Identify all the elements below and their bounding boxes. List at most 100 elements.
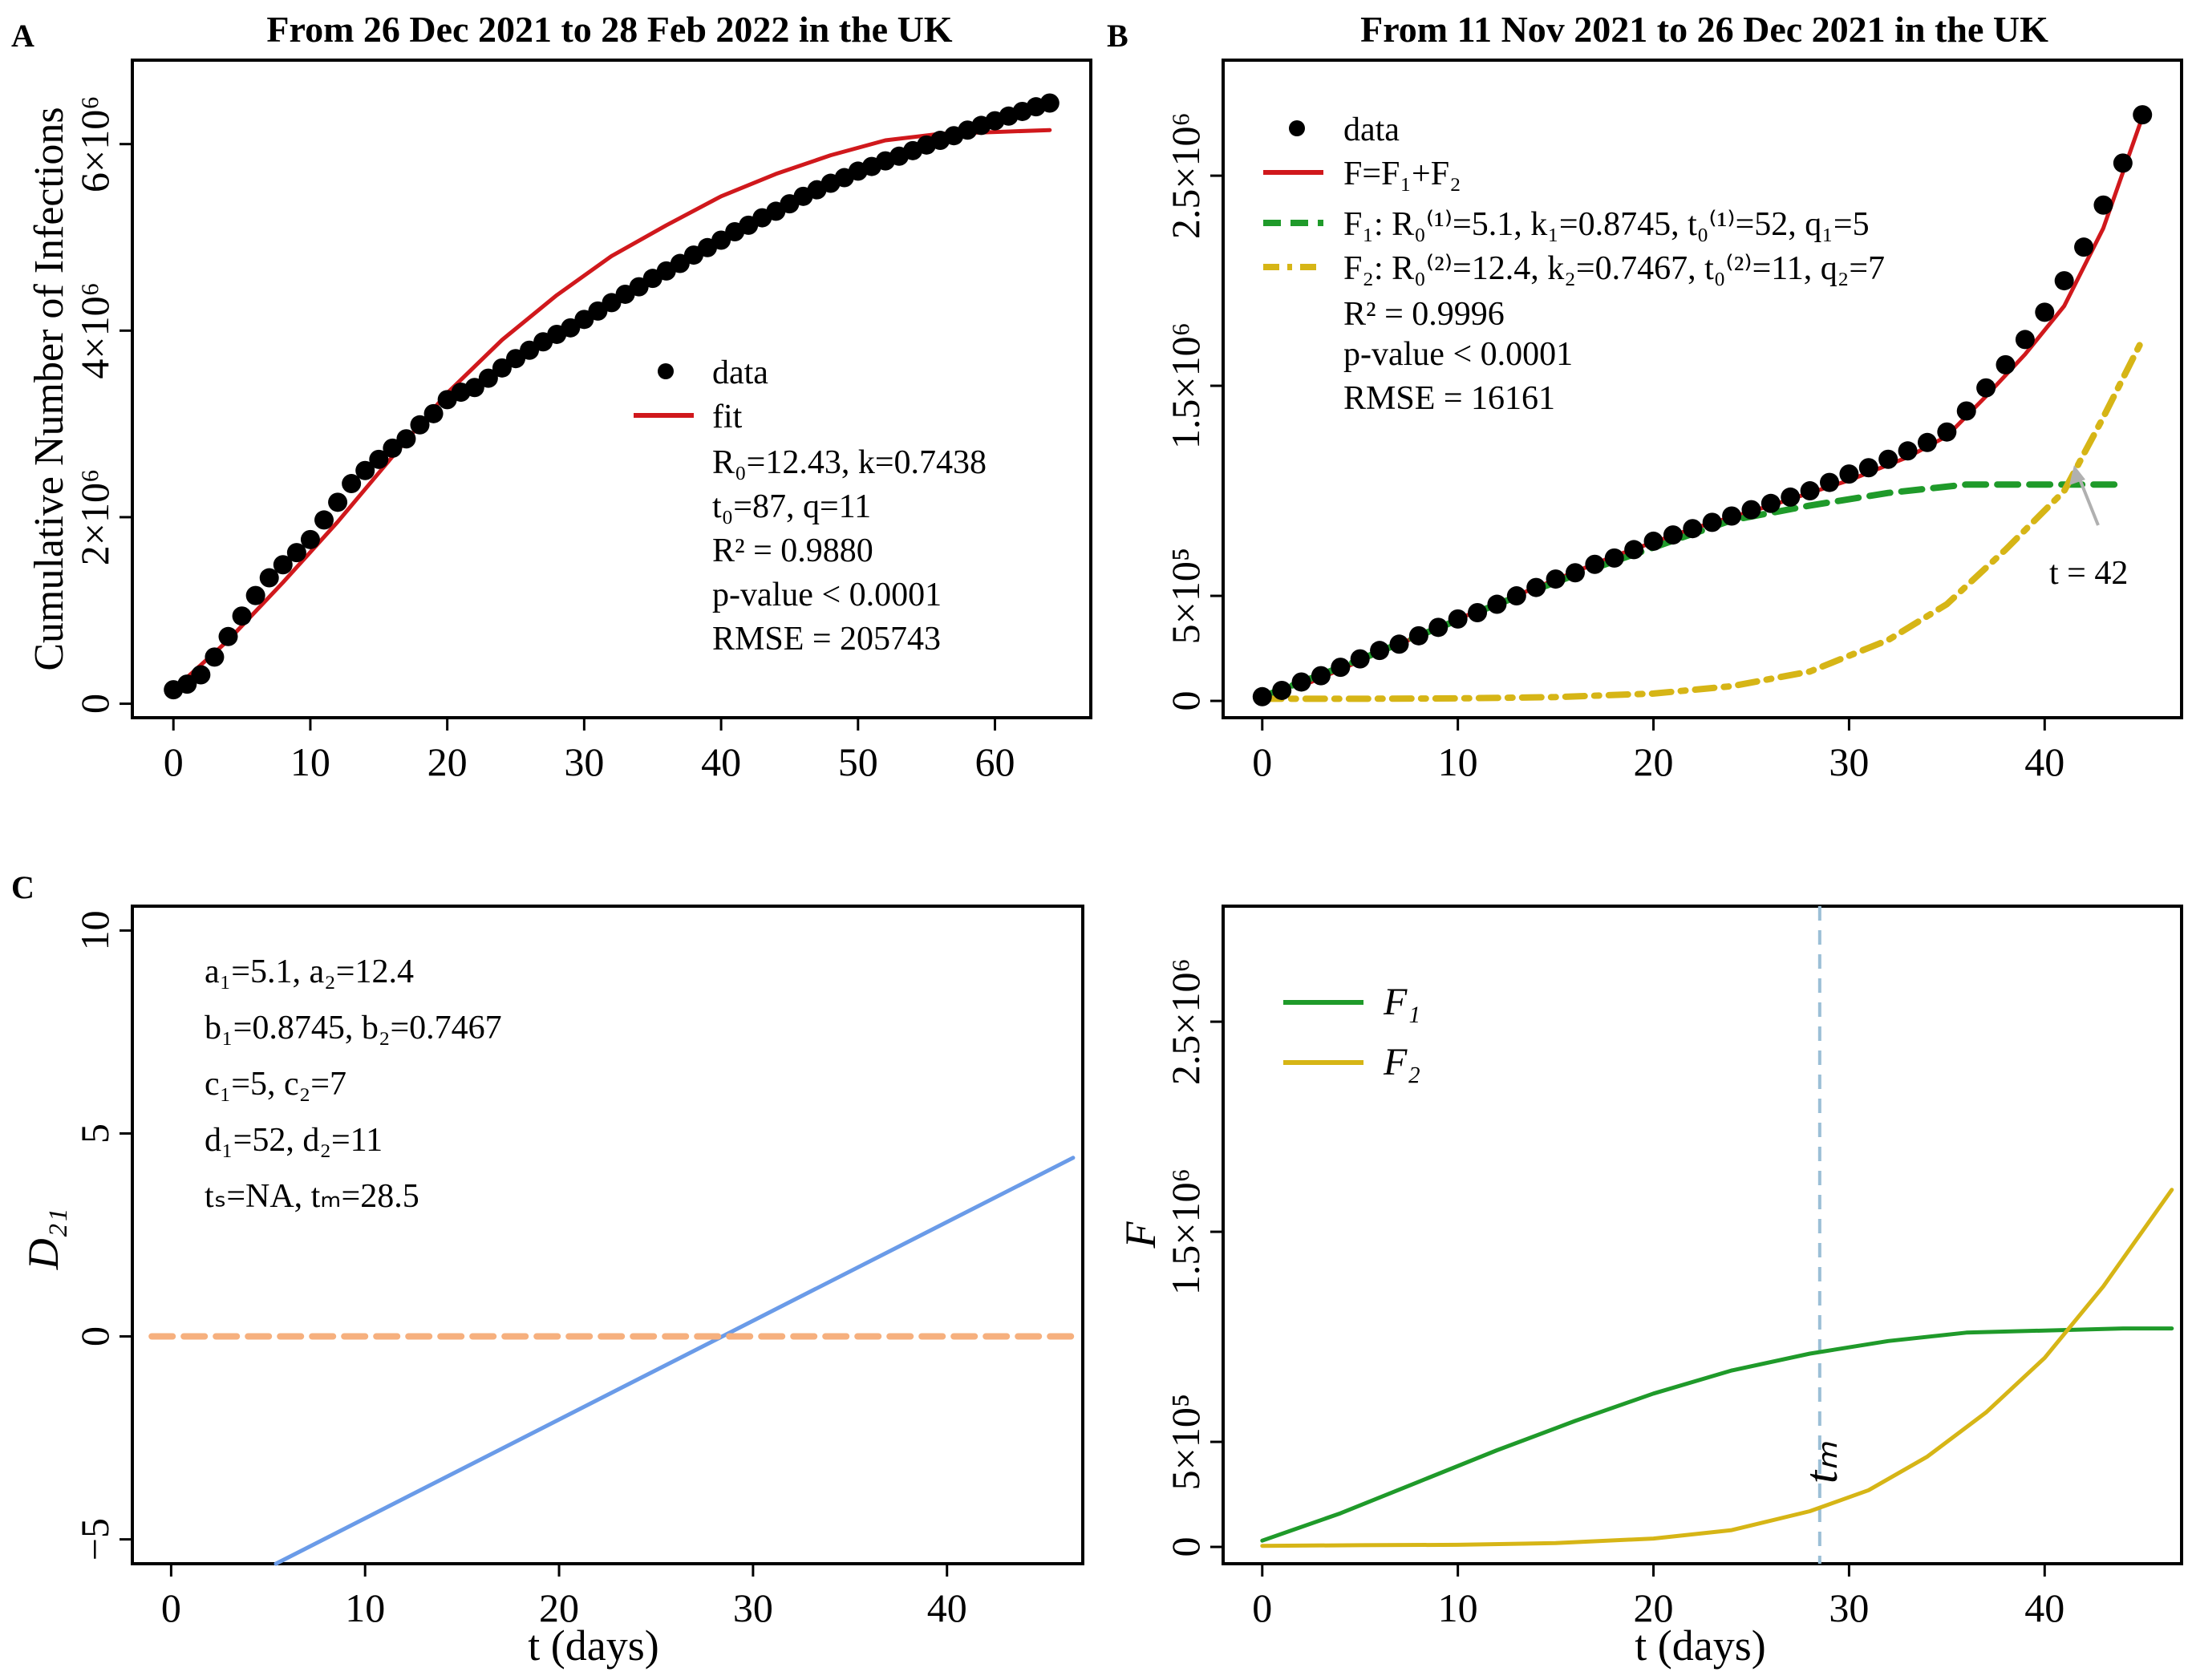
panel-a-point-1: [177, 674, 197, 694]
panel-b-point-8: [1408, 625, 1428, 646]
panel-a-point-9: [286, 543, 306, 563]
panel-c-ann-c: c₁=5, c₂=7: [205, 1066, 346, 1103]
panel-b-legend-F: F=F₁+F₂: [1343, 156, 1461, 192]
panel-d-x-axis: 0 10 20 30 40: [1252, 1564, 2064, 1630]
panel-a-ytick-label-3: 6×10⁶: [72, 95, 117, 192]
panel-a-point-16: [383, 438, 403, 458]
panel-b-point-9: [1428, 617, 1449, 638]
panel-c-xlabel: t (days): [528, 1621, 658, 1670]
panel-b-point-17: [1585, 554, 1605, 574]
panel-d-legend-F1: F₁: [1383, 981, 1420, 1023]
panel-b-xtick-label-0: 0: [1252, 739, 1272, 784]
panel-d-xtick-label-1: 10: [1438, 1585, 1478, 1630]
panel-d-ytick-label-2: 1.5×10⁶: [1163, 1168, 1208, 1295]
panel-a-point-13: [342, 474, 362, 494]
panel-b-ann-p: p-value < 0.0001: [1343, 336, 1573, 373]
panel-a-point-14: [355, 460, 375, 480]
panel-b-point-14: [1526, 577, 1546, 597]
panel-a-xtick-label-4: 40: [701, 739, 741, 784]
panel-a-ytick-label-0: 0: [72, 694, 117, 714]
panel-b-xtick-label-3: 30: [1829, 739, 1869, 784]
panel-b-ytick-label-1: 5×10⁵: [1163, 548, 1208, 645]
panel-b: 0 10 20 30 40 0 5×10⁵ 1.5×10⁶ 2.5×10⁶ data F=F₁…: [1163, 59, 2183, 784]
panel-a-xtick-label-2: 20: [427, 739, 468, 784]
panel-b-legend-F1: F₁: R₀⁽¹⁾=5.1, k₁=0.8745, t₀⁽¹⁾=52, q₁=5: [1343, 206, 1870, 243]
panel-d-ylabel: F: [1116, 1221, 1165, 1249]
panel-b-point-44: [2113, 153, 2133, 173]
panel-b-ytick-label-0: 0: [1163, 691, 1208, 711]
panel-d: 0 10 20 30 40 0 5×10⁵ 1.5×10⁶ 2.5×10⁶ F t (days…: [1116, 905, 2183, 1670]
panel-c-frame: [131, 905, 1084, 1565]
panel-a-point-8: [273, 555, 293, 575]
panel-b-point-3: [1311, 666, 1331, 686]
panel-b-point-21: [1663, 525, 1683, 545]
panel-b-point-25: [1741, 500, 1761, 520]
panel-c-ann-a: a₁=5.1, a₂=12.4: [205, 953, 414, 990]
panel-a-frame: [131, 59, 1092, 719]
panel-b-point-2: [1291, 672, 1311, 692]
panel-a-ylabel: Cumulative Number of Infections: [26, 107, 72, 670]
panel-b-legend-data-marker: [1289, 120, 1305, 136]
panel-b-ytick-label-2: 1.5×10⁶: [1163, 322, 1208, 449]
panel-a-ytick-label-1: 2×10⁶: [72, 469, 117, 566]
panel-a-point-23: [478, 368, 498, 388]
panel-d-legend-F2: F₂: [1383, 1041, 1420, 1083]
panel-b-frame: [1222, 59, 2183, 719]
panel-a-ann-rmse: RMSE = 205743: [712, 621, 941, 658]
panel-a-xtick-label-1: 10: [290, 739, 330, 784]
panel-a-xtick-label-3: 30: [564, 739, 604, 784]
panel-d-xtick-label-0: 0: [1252, 1585, 1272, 1630]
panel-b-point-29: [1820, 472, 1840, 492]
panel-b-point-30: [1839, 464, 1859, 484]
panel-b-legend-data: data: [1343, 111, 1400, 148]
panel-b-series-f-: [1258, 336, 2146, 702]
panel-b-x-axis: 0 10 20 30 40: [1252, 718, 2064, 784]
panel-b-point-36: [1956, 401, 1976, 421]
panel-b-ann-t42: t = 42: [2049, 555, 2128, 592]
panel-b-point-38: [1996, 354, 2016, 374]
panel-b-point-35: [1937, 422, 1957, 442]
panel-c-ytick-label-1: 0: [72, 1326, 117, 1346]
panel-a-xtick-label-0: 0: [164, 739, 184, 784]
panel-label-b: B: [1107, 18, 1128, 54]
panel-a-point-5: [232, 606, 252, 626]
panel-b-y-axis: 0 5×10⁵ 1.5×10⁶ 2.5×10⁶: [1163, 112, 1223, 711]
panel-b-point-33: [1898, 441, 1918, 461]
panel-d-ytick-label-3: 2.5×10⁶: [1163, 958, 1208, 1085]
panel-d-xtick-label-4: 40: [2024, 1585, 2064, 1630]
panel-c-series-d21: [274, 1156, 1076, 1566]
panel-c-y-axis: −5 0 5 10: [72, 910, 132, 1561]
panel-c-xtick-label-3: 30: [733, 1585, 773, 1630]
panel-d-frame: [1222, 905, 2183, 1565]
panel-b-point-0: [1252, 686, 1272, 706]
panel-a-point-22: [464, 378, 484, 398]
panel-b-xtick-label-2: 20: [1634, 739, 1674, 784]
panel-b-point-15: [1546, 569, 1566, 589]
panel-b-ann-r2: R² = 0.9996: [1343, 296, 1505, 333]
panel-a-ann-r0: R₀=12.43, k=0.7438: [712, 444, 987, 481]
panel-a-point-4: [218, 626, 238, 646]
panel-d-series-f-: [1260, 1188, 2174, 1548]
panel-a-point-18: [410, 415, 430, 435]
panel-b-point-13: [1506, 586, 1526, 606]
panel-b-point-27: [1781, 487, 1801, 507]
panel-a-ann-t0: t₀=87, q=11: [712, 488, 871, 525]
panel-d-y-axis: 0 5×10⁵ 1.5×10⁶ 2.5×10⁶: [1163, 958, 1223, 1557]
panel-b-legend-F2: F₂: R₀⁽²⁾=12.4, k₂=0.7467, t₀⁽²⁾=11, q₂=…: [1343, 250, 1885, 287]
panel-a-point-10: [300, 529, 320, 549]
panel-b-point-42: [2074, 237, 2094, 257]
panel-b-point-41: [2054, 271, 2074, 291]
panel-label-a: A: [11, 18, 34, 54]
panel-c-ann-d: d₁=52, d₂=11: [205, 1122, 383, 1159]
panel-c-ann-t: tₛ=NA, tₘ=28.5: [205, 1178, 419, 1215]
panel-a-xtick-label-6: 60: [975, 739, 1015, 784]
panel-c-ann-b: b₁=0.8745, b₂=0.7467: [205, 1010, 502, 1046]
panel-label-c: C: [11, 869, 34, 905]
panel-c-xtick-label-1: 10: [345, 1585, 385, 1630]
panel-a-series: [164, 93, 1060, 700]
panel-a-title: From 26 Dec 2021 to 28 Feb 2022 in the U…: [266, 9, 952, 50]
panel-b-arrow-line: [2076, 472, 2100, 526]
panel-a-ann-p: p-value < 0.0001: [712, 577, 942, 613]
panel-d-xtick-label-2: 20: [1634, 1585, 1674, 1630]
panel-b-point-6: [1370, 641, 1390, 661]
